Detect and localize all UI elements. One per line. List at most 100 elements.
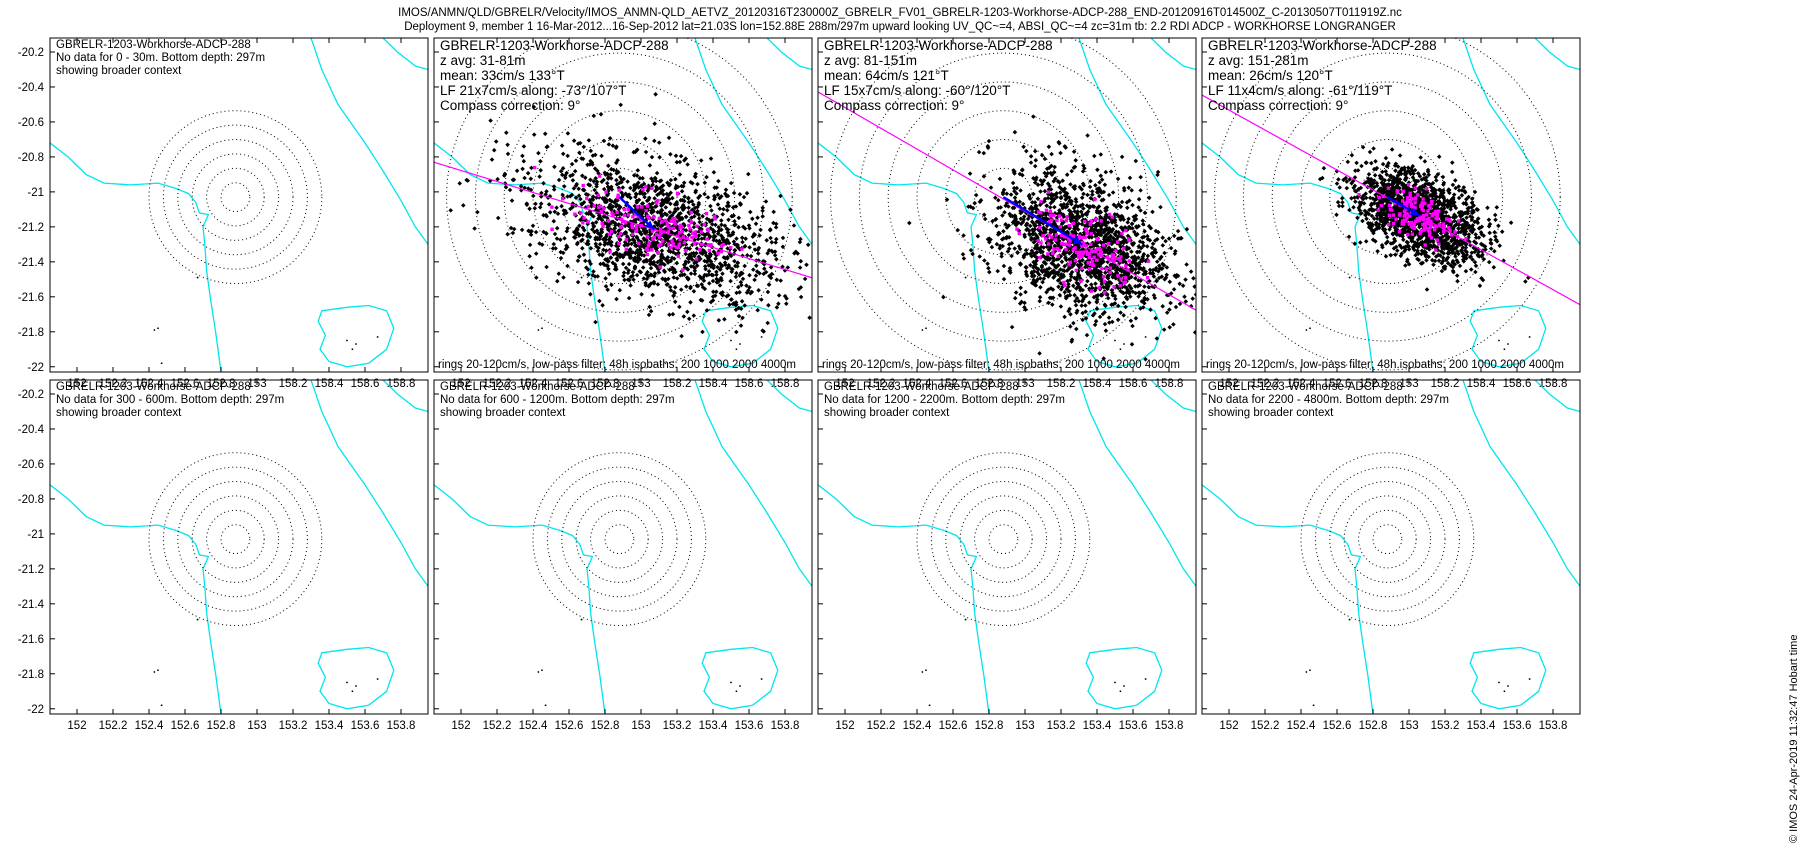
scatter-point <box>1027 231 1032 237</box>
scatter-point <box>746 288 751 293</box>
scatter-point <box>1469 217 1475 222</box>
scatter-point <box>659 248 665 254</box>
scatter-point <box>1071 320 1076 326</box>
scatter-point <box>762 266 767 271</box>
scatter-point <box>1121 300 1126 306</box>
lowpass-point <box>1062 242 1066 246</box>
scatter-point <box>605 287 610 292</box>
scatter-point <box>1129 249 1134 254</box>
chart-panel-4: 152 152.2 152.4 152.6 152.8 153 153.2 153.4 153.… <box>1201 37 1581 390</box>
scatter-point <box>1156 275 1162 281</box>
scatter-point <box>536 150 541 156</box>
scatter-point <box>1380 177 1386 182</box>
scatter-point <box>1153 228 1159 234</box>
scatter-point <box>1112 293 1118 299</box>
lowpass-point <box>1080 254 1084 259</box>
speed-ring <box>474 52 764 342</box>
scatter-point <box>1101 229 1106 235</box>
lowpass-point <box>608 250 612 254</box>
scatter-point <box>1191 276 1196 281</box>
scatter-point <box>973 192 979 198</box>
reef-island <box>1469 304 1547 368</box>
lowpass-point <box>690 235 694 240</box>
lowpass-point <box>596 193 600 198</box>
scatter-point <box>1146 284 1151 290</box>
lowpass-point <box>1116 257 1121 261</box>
scatter-point <box>1042 170 1047 176</box>
speed-ring <box>177 139 294 256</box>
y-tick-label: -22 <box>27 362 44 374</box>
scatter-point <box>739 299 745 304</box>
lowpass-point <box>678 237 682 242</box>
scatter-point <box>778 193 783 199</box>
scatter-point <box>1145 253 1151 259</box>
scatter-point <box>1093 222 1099 228</box>
scatter-point <box>1123 295 1129 300</box>
lowpass-point <box>699 230 704 234</box>
scatter-point <box>1052 229 1057 234</box>
scatter-point <box>1054 257 1060 262</box>
scatter-point <box>1234 219 1239 224</box>
panel-footer: rings 20-120cm/s, low-pass filter: 48h i… <box>822 359 1180 371</box>
scatter-point <box>614 256 619 261</box>
scatter-point <box>729 266 735 272</box>
scatter-point <box>747 245 752 250</box>
scatter-point <box>1057 190 1063 195</box>
scatter-point <box>1072 209 1077 214</box>
scatter-point <box>1085 133 1090 138</box>
scatter-point <box>736 215 742 221</box>
scatter-point <box>708 262 713 268</box>
speed-ring <box>858 52 1148 342</box>
lowpass-point <box>634 225 639 229</box>
coastline-west <box>818 142 990 372</box>
scatter-point <box>1440 234 1445 240</box>
scatter-point <box>1459 193 1465 198</box>
lowpass-point <box>1065 215 1069 219</box>
lowpass-point <box>1076 253 1081 258</box>
scatter-point <box>1012 195 1018 200</box>
scatter-point <box>1062 314 1067 320</box>
scatter-point <box>1412 240 1418 245</box>
scatter-point <box>491 147 497 153</box>
lowpass-point <box>1058 225 1062 229</box>
scatter-point <box>1051 196 1057 202</box>
scatter-point <box>702 264 708 269</box>
scatter-point <box>628 185 633 191</box>
lowpass-point <box>1059 233 1064 237</box>
scatter-point <box>1062 264 1067 269</box>
scatter-point <box>573 158 579 163</box>
lowpass-point <box>655 232 659 237</box>
lowpass-point <box>1074 268 1078 272</box>
scatter-point <box>1058 150 1063 156</box>
scatter-point <box>967 171 973 176</box>
scatter-point <box>756 288 761 293</box>
lowpass-point <box>1067 243 1071 247</box>
lowpass-point <box>1064 247 1068 252</box>
scatter-point <box>1374 216 1380 221</box>
scatter-point <box>1101 356 1106 361</box>
lowpass-point <box>1071 234 1076 238</box>
scatter-point <box>673 176 678 182</box>
scatter-point <box>1413 182 1418 187</box>
scatter-point <box>1403 263 1408 268</box>
lowpass-point <box>581 183 585 188</box>
scatter-point <box>1479 276 1484 281</box>
lowpass-point <box>1085 252 1090 256</box>
scatter-point <box>1050 270 1056 276</box>
scatter-point <box>685 309 690 315</box>
scatter-point <box>753 221 759 227</box>
scatter-point <box>1352 175 1358 180</box>
scatter-point <box>1031 265 1036 270</box>
scatter-point <box>1175 228 1181 234</box>
scatter-point <box>533 201 538 207</box>
scatter-point <box>725 265 730 271</box>
scatter-point <box>1171 322 1176 327</box>
speed-ring <box>1242 52 1532 342</box>
scatter-point <box>1108 233 1113 239</box>
scatter-point <box>677 304 682 310</box>
scatter-point <box>1147 267 1153 273</box>
scatter-point <box>748 209 753 215</box>
scatter-point <box>720 292 725 298</box>
scatter-point <box>747 226 752 231</box>
scatter-point <box>581 252 587 257</box>
